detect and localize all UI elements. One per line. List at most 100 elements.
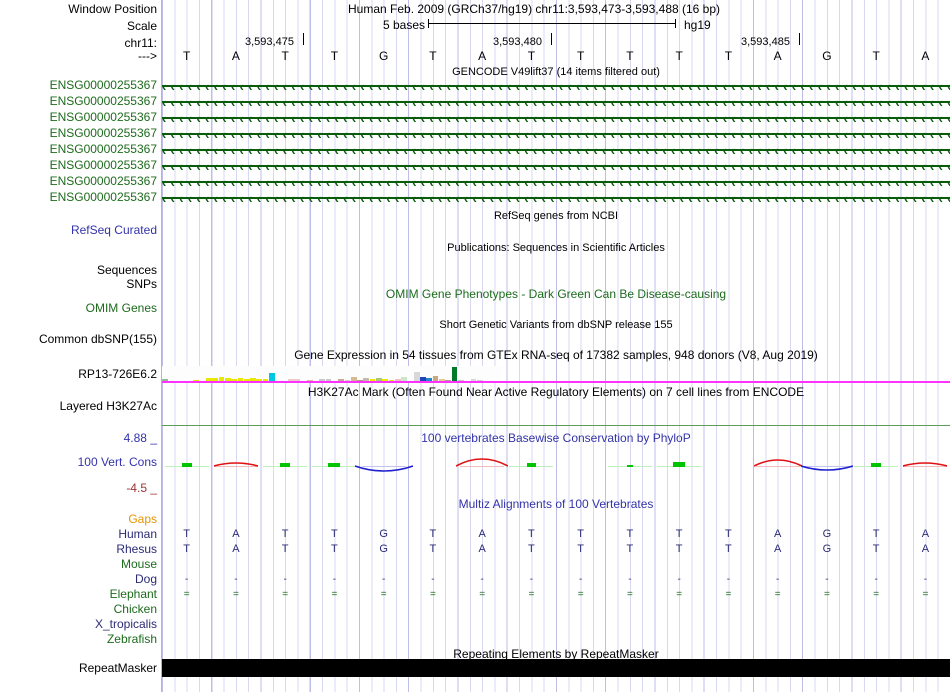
gtex-tissue-bar xyxy=(294,378,300,382)
gencode-strand-arrows: ‹‹‹‹‹‹‹‹‹‹‹‹‹‹‹‹‹‹‹‹‹‹‹‹‹‹‹‹‹‹‹‹‹‹‹‹‹‹‹‹… xyxy=(162,143,950,158)
gtex-tissue-bar xyxy=(224,377,231,382)
gencode-transcript-row[interactable]: ‹‹‹‹‹‹‹‹‹‹‹‹‹‹‹‹‹‹‹‹‹‹‹‹‹‹‹‹‹‹‹‹‹‹‹‹‹‹‹‹… xyxy=(162,158,950,174)
multiz-species-label[interactable]: X_tropicalis xyxy=(94,617,157,631)
multiz-species-label[interactable]: Dog xyxy=(134,572,157,586)
multiz-gap-double: = xyxy=(331,589,338,600)
gencode-gene-label[interactable]: ENSG00000255367 xyxy=(49,126,157,140)
coordinate-tick-3 xyxy=(799,33,800,45)
sequence-base: T xyxy=(724,49,733,63)
gtex-tissue-bar xyxy=(262,378,269,382)
common-dbsnp-label[interactable]: Common dbSNP(155) xyxy=(38,332,157,346)
omim-genes-label[interactable]: OMIM Genes xyxy=(85,301,157,315)
multiz-species-label[interactable]: Chicken xyxy=(113,602,157,616)
gencode-transcript-row[interactable]: ‹‹‹‹‹‹‹‹‹‹‹‹‹‹‹‹‹‹‹‹‹‹‹‹‹‹‹‹‹‹‹‹‹‹‹‹‹‹‹‹… xyxy=(162,94,950,110)
multiz-base: T xyxy=(675,543,683,555)
multiz-gap-dash: - xyxy=(332,574,337,585)
gencode-gene-label[interactable]: ENSG00000255367 xyxy=(49,190,157,204)
conservation-baseline xyxy=(804,466,849,467)
sequence-base: T xyxy=(182,49,191,63)
multiz-species-label[interactable]: Mouse xyxy=(120,557,157,571)
sequence-base: T xyxy=(527,49,536,63)
multiz-base: T xyxy=(281,528,289,540)
coordinate-label-3: 3,593,485 xyxy=(741,36,790,48)
multiz-base: T xyxy=(872,528,880,540)
multiz-gap-double: = xyxy=(823,589,830,600)
conservation-label[interactable]: 100 Vert. Cons xyxy=(77,455,157,469)
gtex-gene-label[interactable]: RP13-726E6.2 xyxy=(78,367,157,381)
refseq-curated-label[interactable]: RefSeq Curated xyxy=(70,223,157,237)
multiz-species-row xyxy=(162,557,950,573)
gencode-transcript-row[interactable]: ‹‹‹‹‹‹‹‹‹‹‹‹‹‹‹‹‹‹‹‹‹‹‹‹‹‹‹‹‹‹‹‹‹‹‹‹‹‹‹‹… xyxy=(162,190,950,206)
multiz-gap-double: = xyxy=(282,589,289,600)
gencode-transcript-row[interactable]: ‹‹‹‹‹‹‹‹‹‹‹‹‹‹‹‹‹‹‹‹‹‹‹‹‹‹‹‹‹‹‹‹‹‹‹‹‹‹‹‹… xyxy=(162,110,950,126)
gencode-intron-line xyxy=(162,133,950,135)
sequence-base: A xyxy=(231,49,240,63)
sequence-base: T xyxy=(576,49,585,63)
gencode-transcript-row[interactable]: ‹‹‹‹‹‹‹‹‹‹‹‹‹‹‹‹‹‹‹‹‹‹‹‹‹‹‹‹‹‹‹‹‹‹‹‹‹‹‹‹… xyxy=(162,174,950,190)
multiz-species-label[interactable]: Human xyxy=(118,527,157,541)
gencode-transcript-row[interactable]: ‹‹‹‹‹‹‹‹‹‹‹‹‹‹‹‹‹‹‹‹‹‹‹‹‹‹‹‹‹‹‹‹‹‹‹‹‹‹‹‹… xyxy=(162,142,950,158)
sequence-base: T xyxy=(872,49,880,63)
gencode-strand-arrows: ‹‹‹‹‹‹‹‹‹‹‹‹‹‹‹‹‹‹‹‹‹‹‹‹‹‹‹‹‹‹‹‹‹‹‹‹‹‹‹‹… xyxy=(162,191,950,206)
multiz-species-label[interactable]: Elephant xyxy=(109,587,157,601)
multiz-species-label[interactable]: Rhesus xyxy=(116,542,157,556)
sequence-base: G xyxy=(822,49,832,63)
conservation-peak-positive xyxy=(673,462,686,467)
gtex-tissue-bar xyxy=(388,379,395,382)
sequences-label[interactable]: Sequences xyxy=(96,263,157,277)
gtex-tissue-bar xyxy=(426,377,433,382)
multiz-base: T xyxy=(331,543,338,555)
sequence-base: T xyxy=(675,49,683,63)
gtex-expression-barchart xyxy=(162,366,950,382)
gtex-tissue-bar xyxy=(237,377,244,382)
conservation-axis-max: 4.88 _ xyxy=(123,431,157,445)
multiz-base: T xyxy=(725,543,732,555)
multiz-base: A xyxy=(232,543,240,555)
multiz-species-label[interactable]: Zebrafish xyxy=(106,632,157,646)
layered-h3k27ac-label[interactable]: Layered H3K27Ac xyxy=(59,399,157,413)
gtex-tissue-bar xyxy=(269,373,275,382)
gencode-gene-label[interactable]: ENSG00000255367 xyxy=(49,158,157,172)
gtex-tissue-bar xyxy=(401,376,407,382)
gtex-tissue-bar xyxy=(206,377,212,382)
gencode-gene-label[interactable]: ENSG00000255367 xyxy=(49,110,157,124)
conservation-track-title: 100 vertebrates Basewise Conservation by… xyxy=(421,431,691,445)
multiz-base: T xyxy=(626,528,634,540)
multiz-species-row: = = = = = = = = = = = = = = = = xyxy=(162,587,950,603)
gtex-tissue-bar xyxy=(420,376,426,382)
multiz-base: G xyxy=(822,528,832,540)
gencode-gene-label[interactable]: ENSG00000255367 xyxy=(49,142,157,156)
gencode-intron-line xyxy=(162,101,950,103)
multiz-gap-dash: - xyxy=(923,574,928,585)
multiz-base: T xyxy=(429,543,437,555)
gencode-transcript-row[interactable]: ‹‹‹‹‹‹‹‹‹‹‹‹‹‹‹‹‹‹‹‹‹‹‹‹‹‹‹‹‹‹‹‹‹‹‹‹‹‹‹‹… xyxy=(162,78,950,94)
snps-label[interactable]: SNPs xyxy=(126,277,157,291)
refseq-track-title: RefSeq genes from NCBI xyxy=(493,210,619,222)
gencode-gene-label[interactable]: ENSG00000255367 xyxy=(49,174,157,188)
gtex-tissue-bar xyxy=(212,377,219,382)
multiz-base: T xyxy=(626,543,634,555)
multiz-species-row: ---------------- xyxy=(162,572,950,588)
gencode-gene-label[interactable]: ENSG00000255367 xyxy=(49,78,157,92)
multiz-gap-double: = xyxy=(676,589,683,600)
gencode-gene-label[interactable]: ENSG00000255367 xyxy=(49,94,157,108)
multiz-base: T xyxy=(725,528,732,540)
gtex-tissue-bar xyxy=(306,379,313,382)
multiz-base: A xyxy=(773,528,782,540)
multiz-gap-double: = xyxy=(528,589,535,600)
scale-bar xyxy=(428,23,676,24)
gtex-tissue-bar xyxy=(445,379,452,382)
multiz-base: T xyxy=(577,528,584,540)
gencode-transcript-row[interactable]: ‹‹‹‹‹‹‹‹‹‹‹‹‹‹‹‹‹‹‹‹‹‹‹‹‹‹‹‹‹‹‹‹‹‹‹‹‹‹‹‹… xyxy=(162,126,950,142)
multiz-gap-double: = xyxy=(922,589,929,600)
gtex-tissue-bar xyxy=(439,378,445,382)
gtex-tissue-bar xyxy=(413,372,420,382)
repeatmasker-label[interactable]: RepeatMasker xyxy=(78,661,157,675)
gencode-strand-arrows: ‹‹‹‹‹‹‹‹‹‹‹‹‹‹‹‹‹‹‹‹‹‹‹‹‹‹‹‹‹‹‹‹‹‹‹‹‹‹‹‹… xyxy=(162,79,950,94)
multiz-base: T xyxy=(528,543,535,555)
gtex-tissue-bar xyxy=(319,378,326,382)
sequence-base: G xyxy=(378,49,389,63)
multiz-species-label[interactable]: Gaps xyxy=(128,512,157,526)
